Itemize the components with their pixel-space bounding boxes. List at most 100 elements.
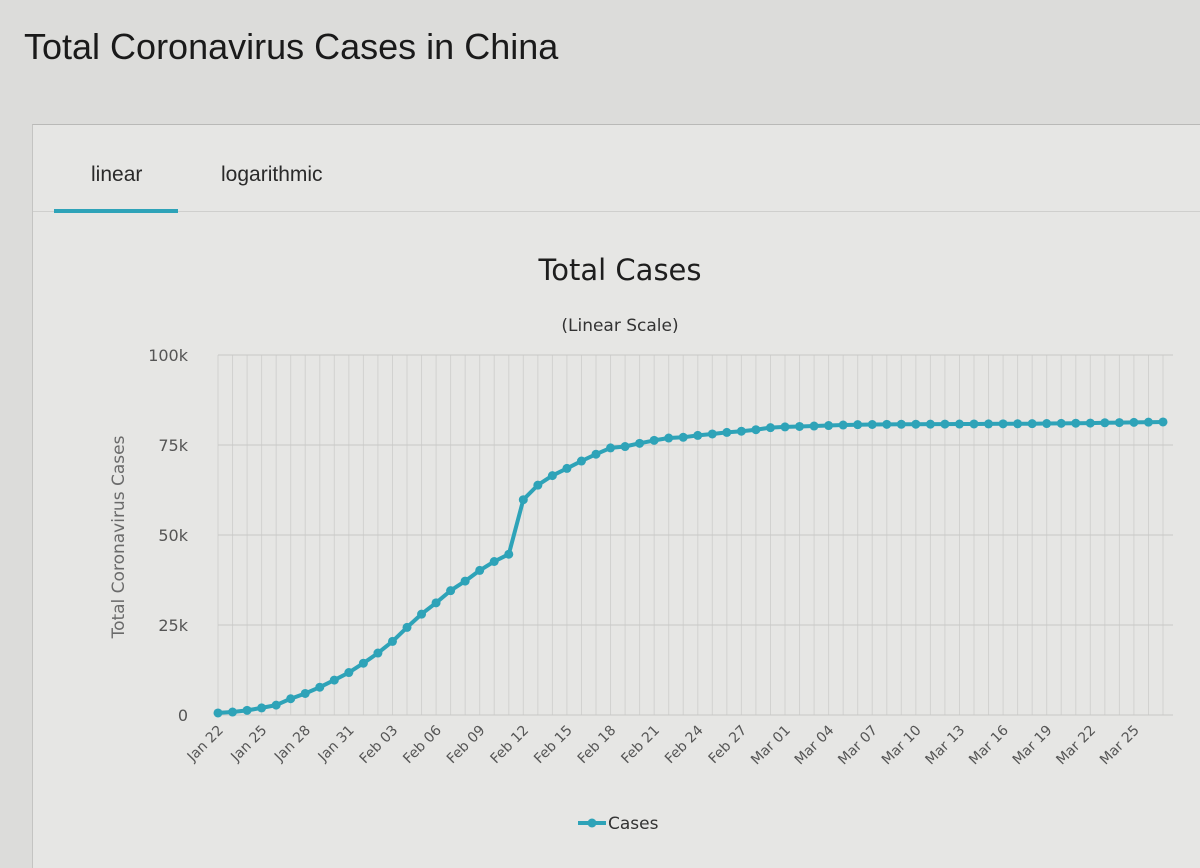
data-point[interactable] [882, 419, 892, 429]
data-point[interactable] [984, 419, 994, 429]
data-point[interactable] [213, 708, 223, 718]
legend-marker [587, 818, 597, 828]
data-point[interactable] [1085, 418, 1095, 428]
data-point[interactable] [1071, 418, 1081, 428]
chart-grid [217, 354, 1173, 716]
data-point[interactable] [954, 419, 964, 429]
data-point[interactable] [765, 423, 775, 433]
data-point[interactable] [1143, 417, 1153, 427]
x-axis-ticks: Jan 22 Jan 25 Jan 28 Jan 31 Feb 03 Feb 06 Feb … [184, 722, 1143, 768]
data-point[interactable] [736, 426, 746, 436]
data-point[interactable] [824, 421, 834, 431]
data-point[interactable] [300, 688, 310, 698]
series-line-cases [217, 420, 1164, 715]
data-point[interactable] [838, 420, 848, 430]
data-point[interactable] [576, 456, 586, 466]
x-tick-label: Feb 18 [575, 723, 620, 768]
legend-label-cases: Cases [608, 814, 659, 834]
data-point[interactable] [1100, 418, 1110, 428]
x-tick-label: Mar 25 [1097, 723, 1143, 769]
line-chart: Total Cases (Linear Scale) Total Coronav… [109, 253, 1173, 834]
data-point[interactable] [344, 668, 354, 678]
data-point[interactable] [358, 658, 368, 668]
data-point[interactable] [809, 421, 819, 431]
data-point[interactable] [896, 419, 906, 429]
x-tick-label: Feb 12 [488, 723, 533, 768]
data-point[interactable] [242, 705, 252, 715]
x-tick-label: Feb 09 [444, 723, 489, 768]
data-point[interactable] [286, 694, 296, 704]
data-point[interactable] [969, 419, 979, 429]
x-tick-label: Feb 27 [706, 723, 751, 768]
data-point[interactable] [562, 463, 572, 473]
x-tick-label: Jan 28 [271, 723, 314, 766]
scale-tabs: linear logarithmic [33, 125, 1200, 213]
data-point[interactable] [446, 586, 456, 596]
legend[interactable]: Cases [578, 814, 659, 834]
y-tick-label: 50k [158, 526, 188, 545]
data-point[interactable] [475, 565, 485, 575]
data-point[interactable] [751, 425, 761, 435]
data-point[interactable] [606, 443, 616, 453]
data-point[interactable] [315, 682, 325, 692]
x-tick-label: Feb 06 [400, 722, 445, 767]
data-point[interactable] [678, 432, 688, 442]
x-tick-label: Feb 03 [357, 723, 402, 768]
data-point[interactable] [795, 421, 805, 431]
x-tick-label: Mar 07 [835, 723, 881, 769]
x-tick-label: Mar 13 [923, 723, 969, 769]
data-point[interactable] [591, 449, 601, 459]
y-tick-label: 75k [158, 436, 188, 455]
x-tick-label: Feb 21 [618, 723, 663, 768]
data-point[interactable] [911, 419, 921, 429]
data-point[interactable] [271, 700, 281, 710]
data-point[interactable] [998, 419, 1008, 429]
data-point[interactable] [547, 471, 557, 481]
x-tick-label: Mar 16 [966, 722, 1012, 768]
y-tick-label: 0 [178, 706, 188, 725]
data-point[interactable] [707, 429, 717, 439]
chart-title: Total Cases [537, 253, 701, 287]
y-axis-label: Total Coronavirus Cases [109, 435, 129, 639]
y-tick-label: 100k [148, 346, 189, 365]
tab-linear[interactable]: linear [91, 163, 143, 186]
data-point[interactable] [402, 622, 412, 632]
data-point[interactable] [460, 576, 470, 586]
data-point[interactable] [1114, 418, 1124, 428]
data-point[interactable] [1027, 419, 1037, 429]
data-point[interactable] [489, 557, 499, 567]
chart-subtitle: (Linear Scale) [561, 316, 678, 336]
data-point[interactable] [693, 430, 703, 440]
data-point[interactable] [1056, 418, 1066, 428]
data-point[interactable] [925, 419, 935, 429]
data-point[interactable] [228, 707, 238, 717]
data-point[interactable] [780, 422, 790, 432]
data-point[interactable] [257, 703, 267, 713]
x-tick-label: Jan 31 [315, 723, 358, 766]
data-point[interactable] [940, 419, 950, 429]
data-point[interactable] [853, 420, 863, 430]
data-point[interactable] [417, 609, 427, 619]
x-tick-label: Jan 22 [184, 723, 227, 766]
data-point[interactable] [329, 675, 339, 685]
data-point[interactable] [867, 419, 877, 429]
x-tick-label: Mar 01 [748, 723, 794, 769]
data-point[interactable] [431, 598, 441, 608]
data-point[interactable] [1158, 417, 1168, 427]
data-point[interactable] [1129, 417, 1139, 427]
data-point[interactable] [518, 495, 528, 505]
data-point[interactable] [649, 435, 659, 445]
tab-logarithmic[interactable]: logarithmic [221, 163, 323, 186]
data-point[interactable] [620, 442, 630, 452]
data-point[interactable] [1042, 419, 1052, 429]
data-point[interactable] [664, 433, 674, 443]
data-point[interactable] [1013, 419, 1023, 429]
data-point[interactable] [504, 549, 514, 559]
data-point[interactable] [635, 438, 645, 448]
data-point[interactable] [387, 636, 397, 646]
data-point[interactable] [722, 427, 732, 437]
data-point[interactable] [373, 648, 383, 658]
x-tick-label: Mar 10 [879, 723, 925, 769]
data-point[interactable] [533, 480, 543, 490]
chart-panel: linear logarithmic Total Cases (Linear S… [32, 124, 1200, 868]
